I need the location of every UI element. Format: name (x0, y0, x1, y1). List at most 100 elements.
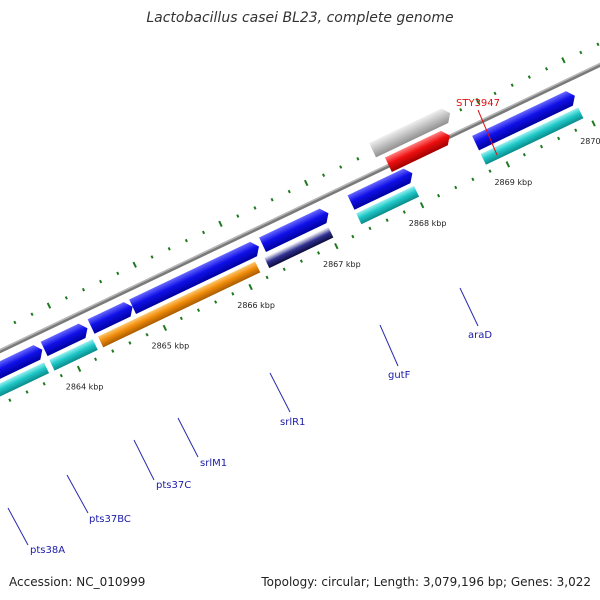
gene-right-cyan[interactable] (480, 107, 584, 165)
kbp-label: 2865 kbp (151, 342, 189, 351)
inner-tick (437, 193, 441, 198)
second-row-features (0, 107, 584, 408)
kbp-label: 2866 kbp (237, 301, 275, 310)
gene-label-pts37bc[interactable]: pts37BC (89, 514, 131, 525)
inner-tick (76, 365, 82, 372)
inner-tick (505, 161, 511, 168)
inner-tick (419, 202, 425, 209)
inner-tick (351, 234, 355, 239)
gene-pts37c-cyan[interactable] (49, 339, 98, 371)
outer-tick (46, 302, 52, 309)
outer-tick (236, 214, 240, 218)
kbp-label: 2867 kbp (323, 260, 361, 269)
gene-pts37bc-cyan[interactable] (0, 362, 50, 408)
gene-label-srlm1[interactable]: srlM1 (200, 458, 227, 469)
inner-tick (59, 373, 63, 378)
inner-tick (402, 210, 406, 214)
outer-tick (304, 179, 309, 187)
callout-gutf (379, 324, 399, 367)
inner-tick (265, 275, 269, 280)
outer-tick (184, 238, 188, 243)
inner-tick-ruler (8, 120, 596, 402)
gene-srlr1-feature[interactable] (259, 206, 332, 252)
inner-tick (282, 267, 286, 272)
outer-tick (339, 165, 343, 169)
outer-tick (475, 97, 480, 105)
gene-srlm1-feature[interactable] (129, 239, 262, 314)
inner-tick (471, 177, 475, 182)
inner-tick (214, 300, 218, 304)
kbp-label: 2869 kbp (494, 178, 532, 187)
inner-tick (591, 120, 596, 127)
gene-gutf-feature[interactable] (264, 226, 334, 269)
genome-track: 2864 kbp 2865 kbp 2866 kbp 2867 kbp 2868 kbp… (0, 16, 600, 408)
inner-tick (368, 226, 372, 231)
gene-right-feature[interactable] (472, 89, 578, 151)
inner-tick (522, 152, 526, 157)
inner-tick (42, 382, 46, 386)
topology-text: Topology: circular; Length: 3,079,196 bp… (261, 575, 591, 589)
inner-tick (539, 144, 544, 149)
gene-sty3947-gray[interactable] (369, 106, 454, 158)
inner-tick (334, 242, 339, 250)
gene-label-pts38a[interactable]: pts38A (30, 545, 65, 556)
inner-tick (111, 349, 115, 353)
inner-tick (179, 316, 183, 321)
gene-label-srlr1[interactable]: srlR1 (280, 417, 305, 428)
gene-arad-feature[interactable] (347, 166, 416, 210)
inner-tick (196, 308, 201, 312)
outer-tick (81, 287, 86, 292)
callout-pts38a (7, 507, 29, 546)
inner-tick (316, 251, 321, 255)
inner-tick (128, 341, 132, 345)
gene-pts38a-feature[interactable] (0, 343, 46, 395)
inner-tick (231, 292, 235, 296)
outer-tick (218, 220, 223, 227)
inner-tick (162, 324, 168, 332)
outer-tick (99, 279, 103, 284)
gene-pts37c-feature[interactable] (87, 300, 136, 334)
inner-tick (385, 218, 389, 222)
kbp-label: 2868 kbp (409, 219, 447, 228)
callout-arad (459, 287, 479, 327)
outer-tick (116, 271, 120, 276)
outer-tick (132, 261, 137, 268)
inner-tick (248, 283, 253, 291)
outer-tick (510, 83, 514, 88)
outer-tick (30, 312, 34, 317)
outer-tick (287, 189, 291, 194)
outer-tick (322, 173, 326, 177)
forward-strand-genes (0, 89, 578, 395)
kbp-label: 2870 kbp (580, 137, 600, 146)
gene-label-pts37c[interactable]: pts37C (156, 480, 191, 491)
outer-tick (150, 255, 154, 259)
gene-sty3947-red[interactable] (384, 128, 453, 172)
outer-tick (544, 67, 549, 71)
callout-pts37bc (66, 474, 89, 514)
outer-tick (459, 107, 463, 112)
outer-tick (579, 50, 583, 55)
outer-tick (270, 197, 274, 202)
gene-callouts: pts38A pts37BC pts37C srlM1 srlR1 gutF a… (7, 98, 500, 556)
kbp-label-group: 2864 kbp 2865 kbp 2866 kbp 2867 kbp 2868 kbp… (66, 137, 600, 392)
callout-pts37c (133, 439, 155, 481)
gene-pts37bc-feature[interactable] (40, 321, 91, 357)
accession-text: Accession: NC_010999 (9, 575, 146, 589)
inner-tick (488, 169, 492, 173)
gene-srlr1-orange[interactable] (98, 261, 261, 348)
inner-tick (25, 390, 29, 394)
gene-label-gutf[interactable]: gutF (388, 370, 411, 381)
outer-tick (253, 206, 257, 210)
outer-tick (13, 320, 17, 325)
callout-srlm1 (177, 417, 199, 458)
kbp-label: 2864 kbp (66, 383, 104, 392)
outer-tick (596, 42, 600, 47)
gene-arad-cyan[interactable] (356, 185, 420, 225)
genome-title: Lactobacillus casei BL23, complete genom… (146, 10, 454, 26)
outer-tick (356, 157, 360, 161)
gene-label-sty3947[interactable]: STY3947 (456, 98, 500, 109)
gene-label-arad[interactable]: araD (468, 330, 492, 341)
inner-tick (574, 128, 578, 133)
